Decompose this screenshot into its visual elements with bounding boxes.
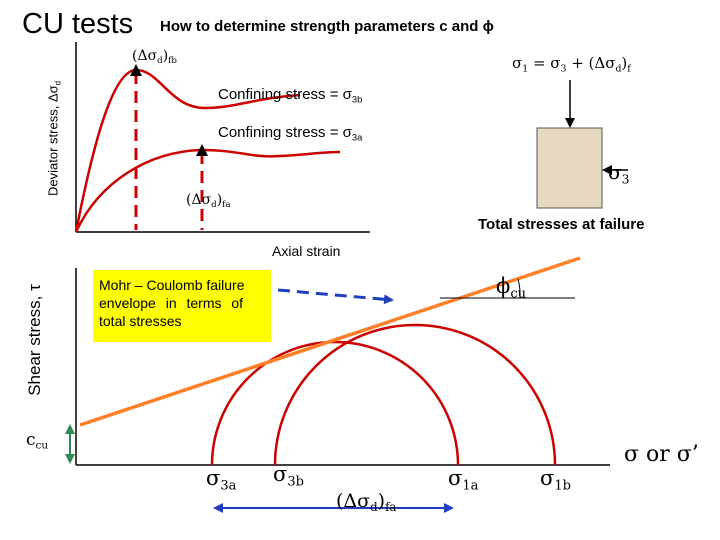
tick-sigma1b: σ1b	[540, 466, 571, 494]
callout-line-1: Mohr – Coulomb failure	[99, 277, 245, 293]
mohr-circle-b	[273, 323, 557, 466]
tick-sigma3a: σ3a	[206, 466, 237, 494]
top-y-axis-label: Deviator stress, Δσd	[45, 80, 63, 196]
ccu-label: ccu	[26, 430, 49, 452]
soil-specimen	[536, 127, 603, 209]
callout-arrow	[277, 288, 394, 305]
slide-subtitle: How to determine strength parameters c a…	[160, 18, 494, 35]
mohr-x-axis-label: σ or σ’	[624, 442, 699, 467]
failure-envelope	[79, 256, 581, 427]
sigma3-label: σ3	[608, 160, 630, 187]
phi-cu-label: ϕcu	[496, 274, 527, 302]
diameter-label: (Δσd)fa	[336, 490, 397, 515]
peak-b-arrowhead	[130, 64, 142, 76]
curve-sigma3a	[74, 148, 341, 233]
top-x-axis-label: Axial strain	[272, 243, 341, 259]
slide-title: CU tests	[22, 8, 134, 40]
mohr-coulomb-callout: Mohr – Coulomb failure envelope in terms…	[93, 270, 271, 342]
total-stress-caption: Total stresses at failure	[478, 216, 645, 233]
curve-b-label: Confining stress = σ3b	[218, 86, 363, 105]
callout-line-2: envelope in terms of	[99, 295, 244, 311]
tick-sigma3b: σ3b	[273, 462, 304, 490]
phi-angle-arc	[517, 278, 521, 299]
callout-line-3: total stresses	[99, 313, 182, 329]
principal-stress-equation: σ1 = σ3 + (Δσd)f	[512, 54, 631, 75]
ccu-arrowhead-top	[65, 424, 75, 434]
curve-sigma3b	[74, 68, 301, 233]
peak-b-label: (Δσd)fb	[132, 48, 177, 67]
peak-a-arrowhead	[196, 144, 208, 156]
peak-a-label: (Δσd)fa	[186, 192, 231, 211]
mohr-circle-a	[210, 340, 460, 466]
mohr-y-axis-label: Shear stress, τ	[25, 284, 44, 396]
curve-a-label: Confining stress = σ3a	[218, 124, 363, 143]
tick-sigma1a: σ1a	[448, 466, 479, 494]
